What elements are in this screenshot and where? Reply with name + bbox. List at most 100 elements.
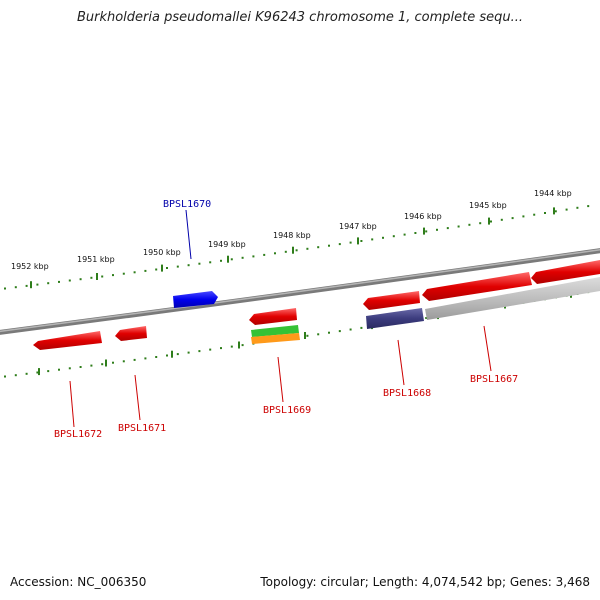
minor-tick (90, 364, 93, 367)
gene-bpsl1667[interactable] (422, 260, 600, 320)
minor-tick (252, 255, 255, 258)
feature-band-orange (251, 333, 300, 344)
kbp-label: 1952 kbp (11, 262, 49, 271)
minor-tick (155, 356, 158, 358)
map-title: Burkholderia pseudomallei K96243 chromos… (76, 10, 524, 25)
major-tick (161, 264, 163, 272)
outer-tick-track (4, 205, 590, 290)
minor-tick (68, 279, 71, 282)
minor-tick (425, 317, 428, 319)
minor-tick (68, 367, 71, 370)
minor-tick (166, 267, 168, 269)
minor-tick (14, 286, 17, 289)
minor-tick (187, 264, 190, 267)
minor-tick (371, 238, 374, 241)
minor-tick (58, 368, 60, 371)
minor-tick (284, 250, 287, 253)
minor-tick (79, 366, 82, 368)
minor-tick (47, 370, 50, 373)
major-tick (30, 281, 32, 289)
major-tick (488, 217, 490, 225)
gene-bpsl1669[interactable] (249, 308, 300, 344)
kbp-label: 1944 kbp (534, 189, 572, 198)
minor-tick (133, 358, 136, 361)
minor-tick (392, 235, 395, 238)
minor-tick (209, 348, 212, 351)
minor-tick (122, 360, 125, 363)
minor-tick (166, 354, 168, 357)
gene-label-bpsl1671[interactable]: BPSL1671 (118, 423, 166, 434)
feature-band-gray (425, 277, 600, 320)
minor-tick (349, 241, 352, 244)
minor-tick (306, 247, 309, 250)
gene-bpsl1670[interactable] (173, 291, 218, 308)
minor-tick (500, 218, 503, 221)
minor-tick (490, 220, 492, 223)
gene-label-bpsl1672[interactable]: BPSL1672 (54, 429, 102, 440)
major-tick (238, 341, 240, 349)
minor-tick (187, 351, 190, 354)
minor-tick (328, 331, 330, 334)
gene-label-bpsl1670[interactable]: BPSL1670 (163, 199, 211, 210)
major-tick (423, 227, 425, 235)
minor-tick (511, 217, 514, 220)
minor-tick (295, 249, 298, 252)
minor-tick (587, 205, 590, 208)
minor-tick (90, 276, 93, 279)
kbp-label: 1948 kbp (273, 231, 311, 240)
minor-tick (220, 259, 222, 262)
minor-tick (382, 236, 384, 239)
minor-tick (4, 375, 6, 378)
kbp-label: 1950 kbp (143, 248, 181, 257)
gene-label-bpsl1667[interactable]: BPSL1667 (470, 374, 518, 385)
minor-tick (220, 347, 222, 350)
major-tick (227, 255, 229, 263)
minor-tick (4, 287, 6, 290)
minor-tick (144, 269, 147, 272)
kbp-label: 1947 kbp (339, 222, 377, 231)
topology-text: Topology: circular; Length: 4,074,542 bp… (260, 575, 590, 589)
minor-tick (112, 274, 114, 277)
minor-tick (565, 208, 568, 211)
minor-tick (112, 361, 114, 364)
minor-tick (533, 213, 536, 216)
kbp-label: 1946 kbp (404, 212, 442, 221)
minor-tick (328, 244, 330, 247)
kbp-label: 1949 kbp (208, 240, 246, 249)
minor-tick (414, 232, 417, 234)
kbp-label: 1951 kbp (77, 255, 115, 264)
minor-tick (36, 283, 39, 286)
gene-bpsl1671[interactable] (115, 326, 147, 341)
gene-bpsl1672[interactable] (33, 331, 102, 350)
minor-tick (198, 262, 201, 265)
minor-tick (36, 371, 39, 374)
kbp-label: 1945 kbp (469, 201, 507, 210)
minor-tick (198, 350, 201, 353)
minor-tick (544, 212, 546, 214)
minor-tick (306, 334, 309, 337)
major-tick (105, 359, 107, 367)
major-tick (357, 237, 359, 245)
major-tick (304, 332, 306, 339)
minor-tick (133, 271, 136, 274)
gene-bpsl1668[interactable] (363, 291, 424, 329)
feature-band-navy (366, 308, 424, 329)
accession-text: Accession: NC_006350 (10, 575, 147, 589)
minor-tick (425, 230, 428, 233)
gene-label-bpsl1668[interactable]: BPSL1668 (383, 388, 431, 399)
minor-tick (230, 345, 233, 348)
minor-tick (360, 240, 363, 242)
gene-label-bpsl1669[interactable]: BPSL1669 (263, 405, 311, 416)
minor-tick (468, 223, 471, 226)
major-tick (38, 368, 40, 376)
minor-tick (317, 333, 320, 336)
minor-tick (25, 284, 28, 287)
minor-tick (209, 261, 212, 264)
minor-tick (176, 265, 179, 268)
minor-tick (554, 210, 557, 213)
minor-tick (576, 206, 579, 209)
minor-tick (25, 372, 28, 375)
minor-tick (144, 357, 147, 360)
minor-tick (403, 233, 406, 236)
